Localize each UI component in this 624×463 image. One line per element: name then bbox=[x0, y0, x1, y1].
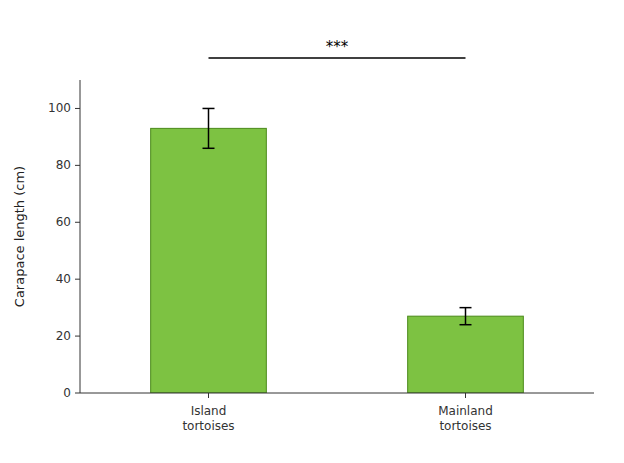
x-axis-line bbox=[80, 393, 594, 394]
error-bar-cap bbox=[460, 307, 472, 309]
y-tick-label: 60 bbox=[56, 215, 71, 229]
error-bar bbox=[203, 108, 215, 148]
error-bar bbox=[460, 308, 472, 325]
y-tick-label: 100 bbox=[48, 101, 71, 115]
bar bbox=[151, 128, 267, 393]
error-bar-cap bbox=[460, 324, 472, 326]
chart: 0 20 40 60 80 100 Islandtortoises Mainlandtorto… bbox=[0, 0, 624, 463]
y-axis-line bbox=[80, 80, 81, 393]
y-tick-label: 20 bbox=[56, 329, 71, 343]
y-tick-label: 0 bbox=[63, 386, 71, 400]
x-tick-label: Islandtortoises bbox=[182, 404, 234, 433]
x-tick bbox=[465, 393, 466, 398]
bars bbox=[151, 108, 524, 393]
y-tick-label: 80 bbox=[56, 158, 71, 172]
y-tick bbox=[75, 165, 80, 166]
bar bbox=[408, 316, 524, 393]
y-tick bbox=[75, 108, 80, 109]
error-bar-stem bbox=[465, 308, 467, 325]
y-tick bbox=[75, 222, 80, 223]
x-tick bbox=[208, 393, 209, 398]
error-bar-cap bbox=[203, 148, 215, 150]
y-tick bbox=[75, 393, 80, 394]
y-tick bbox=[75, 279, 80, 280]
significance-label: *** bbox=[326, 38, 349, 56]
axes: 0 20 40 60 80 100 Islandtortoises Mainlandtorto… bbox=[48, 80, 594, 433]
chart-container: 0 20 40 60 80 100 Islandtortoises Mainlandtorto… bbox=[0, 0, 624, 463]
error-bar-cap bbox=[203, 108, 215, 110]
y-tick bbox=[75, 336, 80, 337]
y-tick-label: 40 bbox=[56, 272, 71, 286]
y-axis-label: Carapace length (cm) bbox=[12, 166, 27, 307]
x-tick-label: Mainlandtortoises bbox=[438, 404, 493, 433]
error-bar-stem bbox=[208, 108, 210, 148]
significance-bracket bbox=[209, 57, 466, 59]
